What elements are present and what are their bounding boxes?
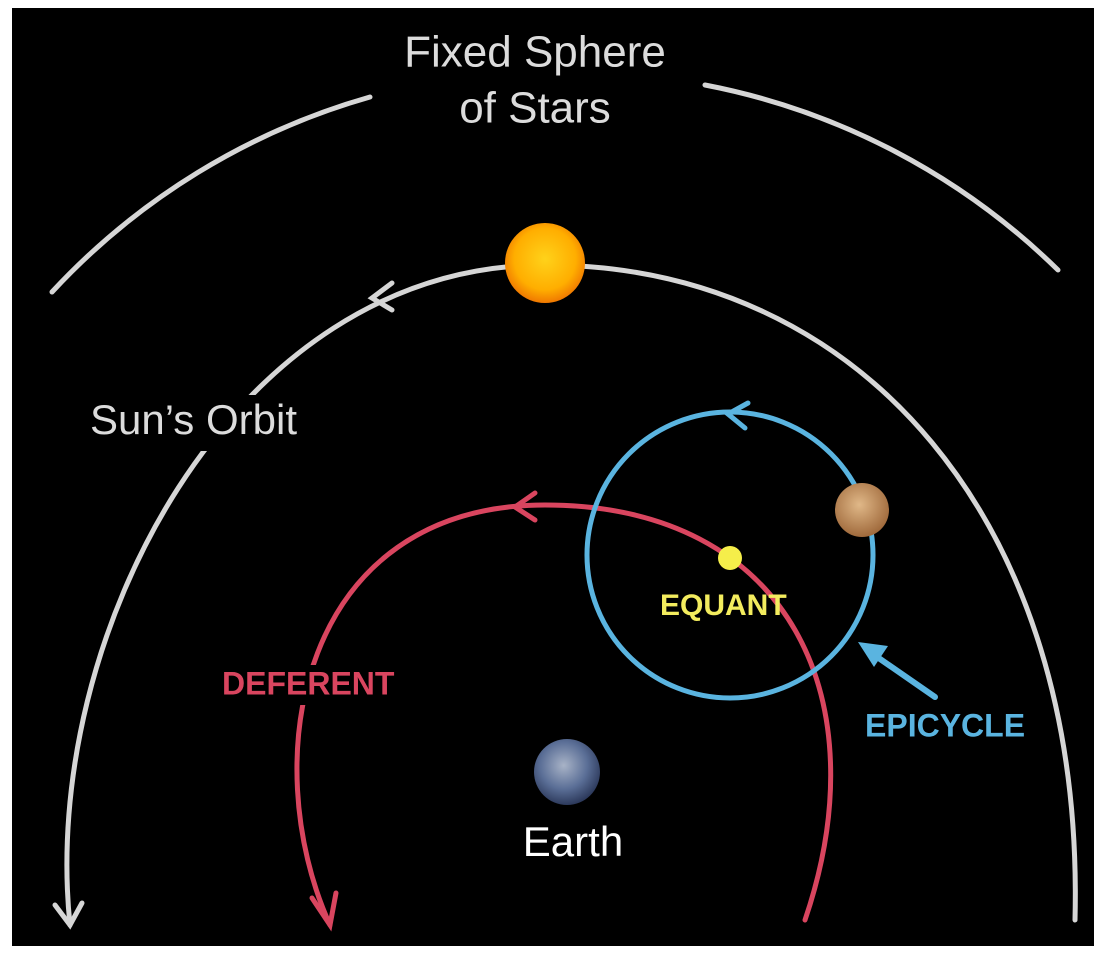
fixed-sphere-arc xyxy=(49,94,373,295)
pointer-head xyxy=(858,642,888,667)
epicycle-pointer xyxy=(867,649,938,700)
equant-label: EQUANT xyxy=(660,589,787,622)
orbit-arrowhead xyxy=(52,900,85,930)
fixed-sphere-arc xyxy=(702,82,1061,273)
deferent-arrowhead xyxy=(510,490,538,523)
sphere-label: Fixed Sphere xyxy=(404,28,666,77)
background xyxy=(12,8,1094,946)
sphere-label: of Stars xyxy=(459,84,611,133)
epicycle-arrowhead xyxy=(723,400,751,431)
earth xyxy=(534,739,600,805)
earth-label: Earth xyxy=(523,818,623,865)
planet xyxy=(835,483,889,537)
label-bg xyxy=(85,395,340,451)
orbit-arrowhead xyxy=(367,280,395,313)
deferent-arrowhead xyxy=(309,890,339,932)
deferent xyxy=(294,502,834,928)
label-bg xyxy=(218,665,423,705)
sun-orbit-label: Sun’s Orbit xyxy=(90,396,297,443)
deferent-label: DEFERENT xyxy=(222,665,395,701)
epicycle-label: EPICYCLE xyxy=(865,707,1025,743)
sun xyxy=(505,223,585,303)
equant-dot xyxy=(718,546,742,570)
